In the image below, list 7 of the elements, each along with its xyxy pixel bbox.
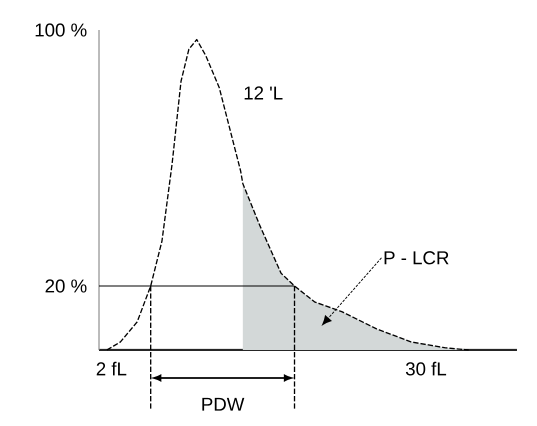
x-tick-label: 30 fL [406, 362, 446, 376]
y-tick-label: 20 % [46, 279, 86, 293]
x-tick-label: 2 fL [96, 362, 126, 376]
text: PDW [202, 398, 244, 411]
annotation: P - LCR [384, 251, 449, 264]
y-tick-label: 100 % [36, 23, 86, 37]
annotation: 12 'L [244, 86, 283, 100]
